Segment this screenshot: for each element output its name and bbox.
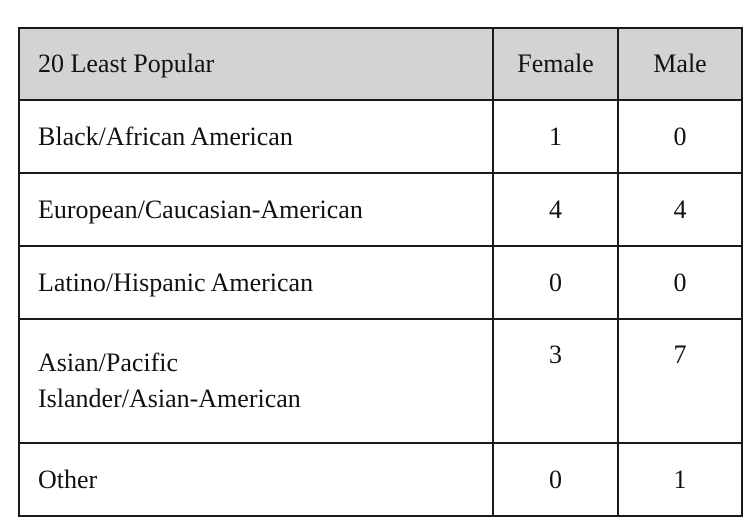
row-label: European/Caucasian-American <box>18 172 494 247</box>
male-count: 1 <box>617 442 743 517</box>
row-label: Black/African American <box>18 99 494 174</box>
female-count: 1 <box>492 99 619 174</box>
table-header: 20 Least Popular Female Male <box>18 27 743 101</box>
male-count: 0 <box>617 99 743 174</box>
table-row: Black/African American 1 0 <box>18 99 743 174</box>
table-row: European/Caucasian-American 4 4 <box>18 172 743 247</box>
male-count: 7 <box>617 318 743 444</box>
header-row: 20 Least Popular Female Male <box>18 27 743 101</box>
row-label: Latino/Hispanic American <box>18 245 494 320</box>
table-row: Other 0 1 <box>18 442 743 517</box>
header-category: 20 Least Popular <box>18 27 494 101</box>
header-female: Female <box>492 27 619 101</box>
female-count: 3 <box>492 318 619 444</box>
row-label-line-2: Islander/Asian-American <box>38 384 301 413</box>
data-table-container: 20 Least Popular Female Male Black/Afric… <box>18 27 743 517</box>
least-popular-table: 20 Least Popular Female Male Black/Afric… <box>18 27 743 517</box>
row-label: Asian/Pacific Islander/Asian-American <box>18 318 494 444</box>
male-count: 4 <box>617 172 743 247</box>
female-count: 0 <box>492 245 619 320</box>
cropped-caption <box>0 496 756 510</box>
table-row: Asian/Pacific Islander/Asian-American 3 … <box>18 318 743 444</box>
male-count: 0 <box>617 245 743 320</box>
female-count: 0 <box>492 442 619 517</box>
female-count: 4 <box>492 172 619 247</box>
table-body: Black/African American 1 0 European/Cauc… <box>18 99 743 517</box>
table-row: Latino/Hispanic American 0 0 <box>18 245 743 320</box>
header-male: Male <box>617 27 743 101</box>
row-label-line-1: Asian/Pacific <box>38 348 179 377</box>
